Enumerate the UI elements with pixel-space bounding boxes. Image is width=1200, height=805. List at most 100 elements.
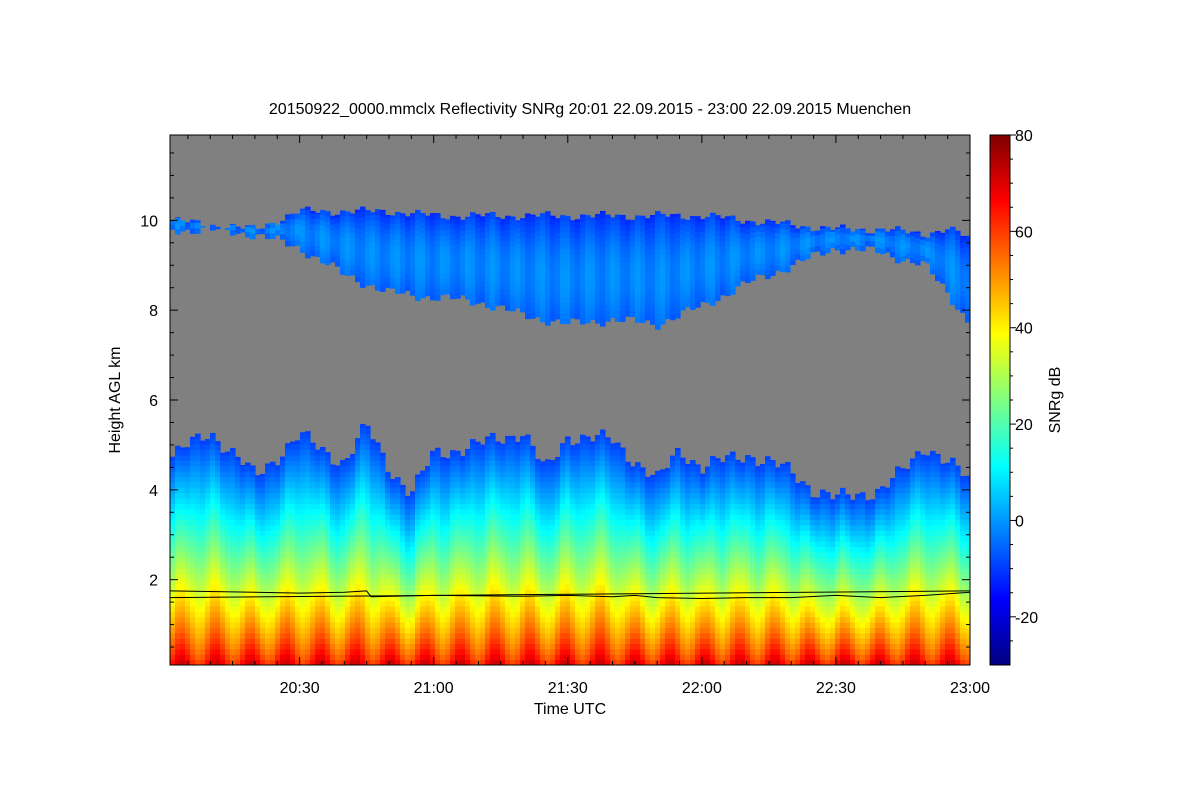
heatmap-cell: [540, 648, 546, 655]
heatmap-cell: [385, 557, 391, 564]
heatmap-cell: [505, 519, 511, 526]
heatmap-cell: [550, 514, 556, 521]
heatmap-cell: [340, 503, 346, 510]
heatmap-cell: [375, 632, 381, 639]
heatmap-cell: [335, 519, 341, 526]
heatmap-cell: [545, 600, 551, 607]
heatmap-cell: [440, 460, 446, 467]
heatmap-cell: [350, 470, 356, 477]
heatmap-cell: [630, 551, 636, 558]
heatmap-cell: [490, 519, 496, 526]
heatmap-cell: [630, 230, 636, 237]
heatmap-cell: [475, 519, 481, 526]
heatmap-cell: [530, 285, 536, 292]
heatmap-cell: [540, 541, 546, 548]
heatmap-cell: [290, 218, 296, 225]
heatmap-cell: [170, 557, 176, 564]
heatmap-cell: [415, 241, 421, 247]
heatmap-cell: [220, 600, 226, 607]
heatmap-cell: [235, 621, 241, 628]
heatmap-cell: [640, 557, 646, 564]
heatmap-cell: [295, 605, 301, 612]
heatmap-cell: [440, 246, 446, 253]
heatmap-cell: [285, 557, 291, 564]
heatmap-cell: [435, 214, 441, 221]
heatmap-cell: [540, 567, 546, 574]
heatmap-cell: [250, 567, 256, 574]
heatmap-cell: [575, 508, 581, 515]
heatmap-cell: [615, 567, 621, 574]
heatmap-cell: [470, 288, 476, 295]
heatmap-cell: [540, 605, 546, 612]
heatmap-cell: [545, 287, 551, 294]
heatmap-cell: [615, 584, 621, 591]
heatmap-cell: [600, 277, 606, 284]
heatmap-cell: [565, 621, 571, 628]
heatmap-cell: [200, 659, 206, 665]
heatmap-cell: [515, 296, 521, 303]
heatmap-cell: [470, 632, 476, 639]
heatmap-cell: [635, 567, 641, 574]
heatmap-cell: [365, 551, 371, 558]
heatmap-cell: [250, 476, 256, 483]
heatmap-cell: [200, 514, 206, 521]
heatmap-cell: [520, 584, 526, 591]
heatmap-cell: [370, 632, 376, 639]
heatmap-cell: [530, 643, 536, 650]
heatmap-cell: [580, 476, 586, 483]
heatmap-cell: [300, 497, 306, 504]
heatmap-cell: [460, 557, 466, 564]
heatmap-cell: [230, 487, 236, 494]
heatmap-cell: [575, 307, 581, 314]
heatmap-cell: [585, 225, 591, 232]
heatmap-cell: [590, 567, 596, 574]
heatmap-cell: [355, 216, 361, 223]
heatmap-cell: [395, 562, 401, 569]
heatmap-cell: [350, 226, 356, 233]
heatmap-cell: [600, 562, 606, 569]
heatmap-cell: [455, 454, 461, 461]
heatmap-cell: [345, 503, 351, 510]
heatmap-cell: [560, 643, 566, 650]
heatmap-cell: [315, 562, 321, 569]
heatmap-cell: [460, 284, 466, 291]
heatmap-cell: [255, 621, 261, 628]
heatmap-cell: [500, 508, 506, 515]
heatmap-cell: [575, 573, 581, 580]
heatmap-cell: [435, 470, 441, 477]
heatmap-cell: [405, 567, 411, 574]
heatmap-cell: [585, 654, 591, 661]
heatmap-cell: [220, 654, 226, 661]
heatmap-cell: [630, 621, 636, 628]
heatmap-cell: [590, 249, 596, 256]
heatmap-cell: [240, 497, 246, 504]
heatmap-cell: [635, 584, 641, 591]
heatmap-cell: [455, 450, 461, 456]
heatmap-cell: [370, 589, 376, 596]
heatmap-cell: [495, 600, 501, 607]
heatmap-cell: [535, 268, 541, 275]
heatmap-cell: [355, 492, 361, 499]
heatmap-cell: [380, 567, 386, 574]
heatmap-cell: [200, 481, 206, 488]
heatmap-cell: [485, 231, 491, 238]
heatmap-cell: [525, 546, 531, 553]
heatmap-cell: [490, 250, 496, 257]
heatmap-cell: [395, 535, 401, 542]
heatmap-cell: [635, 519, 641, 526]
heatmap-cell: [615, 503, 621, 510]
heatmap-cell: [400, 484, 406, 488]
heatmap-cell: [565, 264, 571, 271]
heatmap-cell: [220, 638, 226, 645]
heatmap-cell: [240, 508, 246, 515]
heatmap-cell: [355, 249, 361, 256]
heatmap-cell: [355, 643, 361, 650]
heatmap-cell: [395, 250, 401, 257]
heatmap-cell: [585, 621, 591, 628]
heatmap-cell: [325, 632, 331, 639]
heatmap-cell: [565, 551, 571, 558]
heatmap-cell: [340, 648, 346, 655]
heatmap-cell: [500, 616, 506, 623]
heatmap-cell: [360, 530, 366, 537]
heatmap-cell: [510, 219, 516, 226]
